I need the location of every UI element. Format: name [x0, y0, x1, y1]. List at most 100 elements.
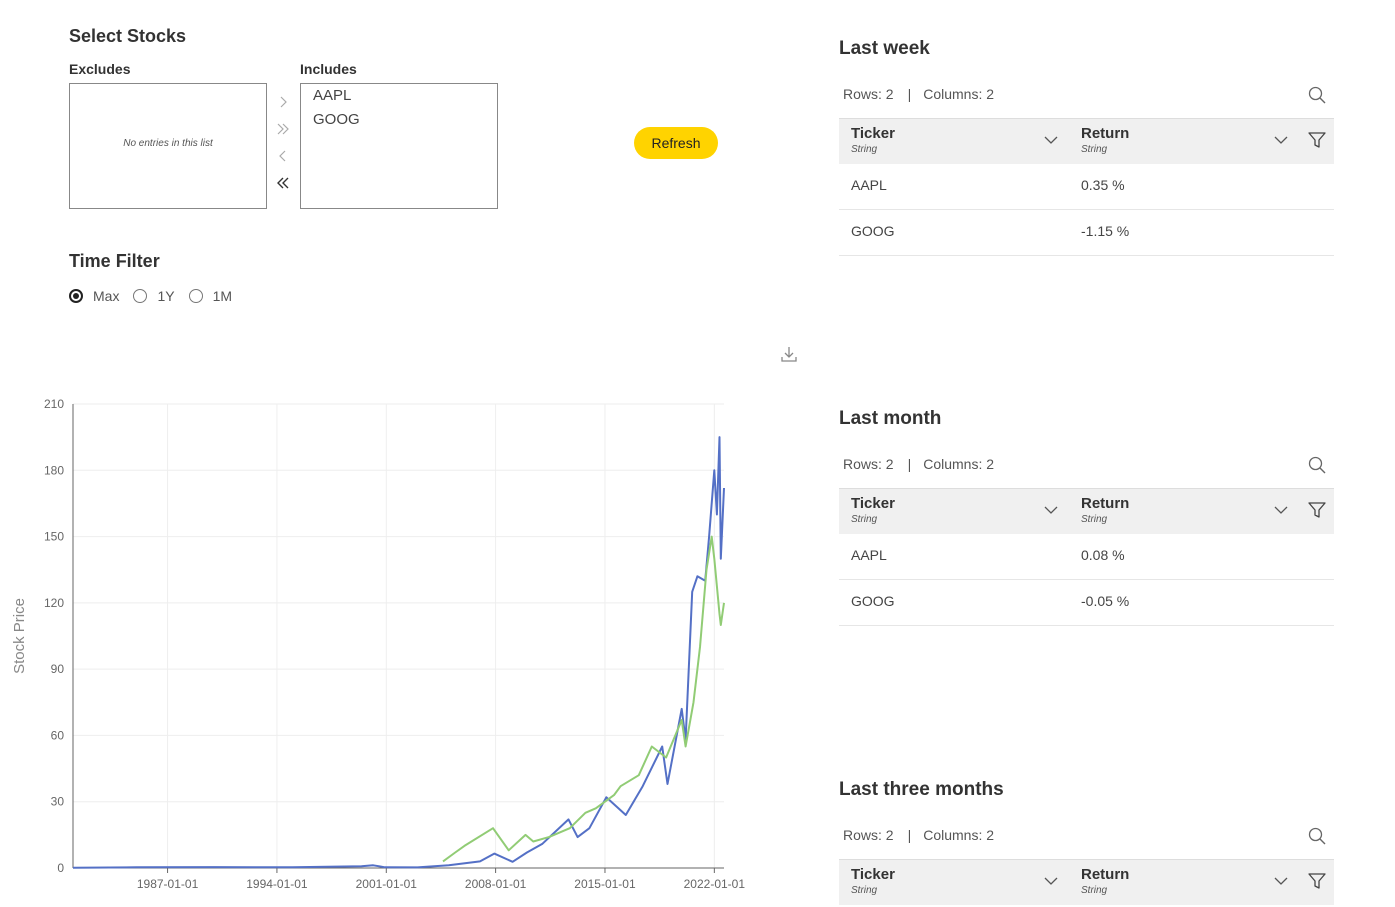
x-tick-label: 2008-01-01: [465, 877, 527, 891]
ticker-cell: AAPL: [851, 547, 887, 563]
y-tick-label: 150: [44, 530, 64, 544]
y-tick-label: 210: [44, 397, 64, 411]
y-tick-label: 180: [44, 463, 64, 477]
y-tick-label: 60: [51, 728, 65, 742]
move-left-button[interactable]: [274, 149, 292, 168]
ticker-cell: GOOG: [851, 223, 895, 239]
list-item[interactable]: GOOG: [313, 111, 360, 128]
chevron-down-icon[interactable]: [1044, 133, 1058, 147]
column-type: String: [1081, 144, 1108, 155]
meta-separator: |: [907, 827, 912, 843]
chevron-down-icon[interactable]: [1044, 874, 1058, 888]
column-type: String: [1081, 514, 1108, 525]
table-meta: Rows: 2 | Columns: 2: [843, 827, 994, 843]
y-axis-label: Stock Price: [11, 598, 28, 674]
x-tick-label: 2015-01-01: [574, 877, 636, 891]
table-row[interactable]: AAPL 0.35 %: [839, 163, 1334, 210]
radio-label-1m: 1M: [212, 288, 233, 304]
radio-1y[interactable]: [133, 289, 148, 303]
ticker-cell: AAPL: [851, 177, 887, 193]
column-type: String: [851, 514, 878, 525]
table-row[interactable]: AAPL 0.08 %: [839, 533, 1334, 580]
series-line-1: [442, 535, 725, 863]
column-header-return[interactable]: Return: [1081, 866, 1130, 883]
table-header: Ticker String Return String: [839, 859, 1334, 905]
table-meta: Rows: 2 | Columns: 2: [843, 456, 994, 472]
double-chevron-left-icon: [277, 177, 289, 189]
columns-count: Columns: 2: [923, 827, 995, 843]
list-item[interactable]: AAPL: [313, 87, 352, 104]
chart-svg: 0 30 60 90 120 150 180 210 1987-01-01 1994-01-01 2…: [11, 397, 746, 891]
move-all-left-button[interactable]: [274, 176, 292, 195]
column-header-ticker[interactable]: Ticker: [851, 125, 895, 142]
search-icon[interactable]: [1308, 86, 1326, 104]
x-tick-label: 1987-01-01: [137, 877, 199, 891]
x-tick-label: 2022-01-01: [684, 877, 746, 891]
excludes-label: Excludes: [69, 61, 131, 77]
refresh-button[interactable]: Refresh: [634, 127, 718, 159]
time-filter-radio-group: Max 1Y 1M: [69, 288, 246, 304]
excludes-list[interactable]: No entries in this list: [69, 83, 267, 209]
column-type: String: [851, 144, 878, 155]
includes-list[interactable]: AAPL GOOG: [300, 83, 498, 209]
return-cell: -0.05 %: [1081, 593, 1130, 609]
meta-separator: |: [907, 86, 912, 102]
series-line-0: [72, 436, 725, 869]
filter-icon[interactable]: [1308, 872, 1326, 890]
columns-count: Columns: 2: [923, 456, 995, 472]
x-tick-label: 1994-01-01: [246, 877, 308, 891]
returns-table: Last week Rows: 2 | Columns: 2 Ticker String R…: [839, 38, 1334, 298]
return-cell: -1.15 %: [1081, 223, 1130, 239]
column-header-ticker[interactable]: Ticker: [851, 866, 895, 883]
chevron-down-icon[interactable]: [1274, 874, 1288, 888]
stock-price-chart: 0 30 60 90 120 150 180 210 1987-01-01 1994-01-01 2…: [0, 380, 760, 902]
radio-label-max: Max: [93, 288, 120, 304]
x-tick-label: 2001-01-01: [356, 877, 418, 891]
chevron-down-icon[interactable]: [1274, 503, 1288, 517]
rows-count: Rows: 2: [843, 456, 894, 472]
table-title: Last week: [839, 38, 930, 59]
radio-max[interactable]: [69, 289, 83, 303]
column-header-return[interactable]: Return: [1081, 495, 1130, 512]
returns-table: Last month Rows: 2 | Columns: 2 Ticker String…: [839, 408, 1334, 668]
y-tick-label: 0: [57, 861, 64, 875]
chevron-down-icon[interactable]: [1274, 133, 1288, 147]
return-cell: 0.08 %: [1081, 547, 1125, 563]
returns-table: Last three months Rows: 2 | Columns: 2 Ticke…: [839, 779, 1334, 905]
download-icon[interactable]: [780, 345, 798, 363]
filter-icon[interactable]: [1308, 501, 1326, 519]
radio-label-1y: 1Y: [157, 288, 175, 304]
y-tick-label: 90: [51, 662, 65, 676]
column-header-ticker[interactable]: Ticker: [851, 495, 895, 512]
return-cell: 0.35 %: [1081, 177, 1125, 193]
search-icon[interactable]: [1308, 456, 1326, 474]
table-row[interactable]: GOOG -1.15 %: [839, 209, 1334, 256]
includes-label: Includes: [300, 61, 357, 77]
column-type: String: [851, 885, 878, 896]
table-header: Ticker String Return String: [839, 488, 1334, 534]
y-tick-label: 120: [44, 596, 64, 610]
table-header: Ticker String Return String: [839, 118, 1334, 164]
move-all-right-button[interactable]: [274, 122, 292, 141]
column-type: String: [1081, 885, 1108, 896]
rows-count: Rows: 2: [843, 827, 894, 843]
table-title: Last three months: [839, 779, 1004, 800]
chevron-right-icon: [280, 96, 287, 108]
time-filter-title: Time Filter: [69, 251, 160, 271]
excludes-empty-message: No entries in this list: [123, 138, 213, 149]
meta-separator: |: [907, 456, 912, 472]
move-right-button[interactable]: [274, 95, 292, 114]
radio-1m[interactable]: [188, 289, 203, 303]
column-header-return[interactable]: Return: [1081, 125, 1130, 142]
columns-count: Columns: 2: [923, 86, 995, 102]
ticker-cell: GOOG: [851, 593, 895, 609]
double-chevron-right-icon: [277, 123, 289, 135]
filter-icon[interactable]: [1308, 131, 1326, 149]
y-tick-label: 30: [51, 795, 65, 809]
table-meta: Rows: 2 | Columns: 2: [843, 86, 994, 102]
table-row[interactable]: GOOG -0.05 %: [839, 579, 1334, 626]
chevron-down-icon[interactable]: [1044, 503, 1058, 517]
rows-count: Rows: 2: [843, 86, 894, 102]
chevron-left-icon: [279, 150, 286, 162]
search-icon[interactable]: [1308, 827, 1326, 845]
